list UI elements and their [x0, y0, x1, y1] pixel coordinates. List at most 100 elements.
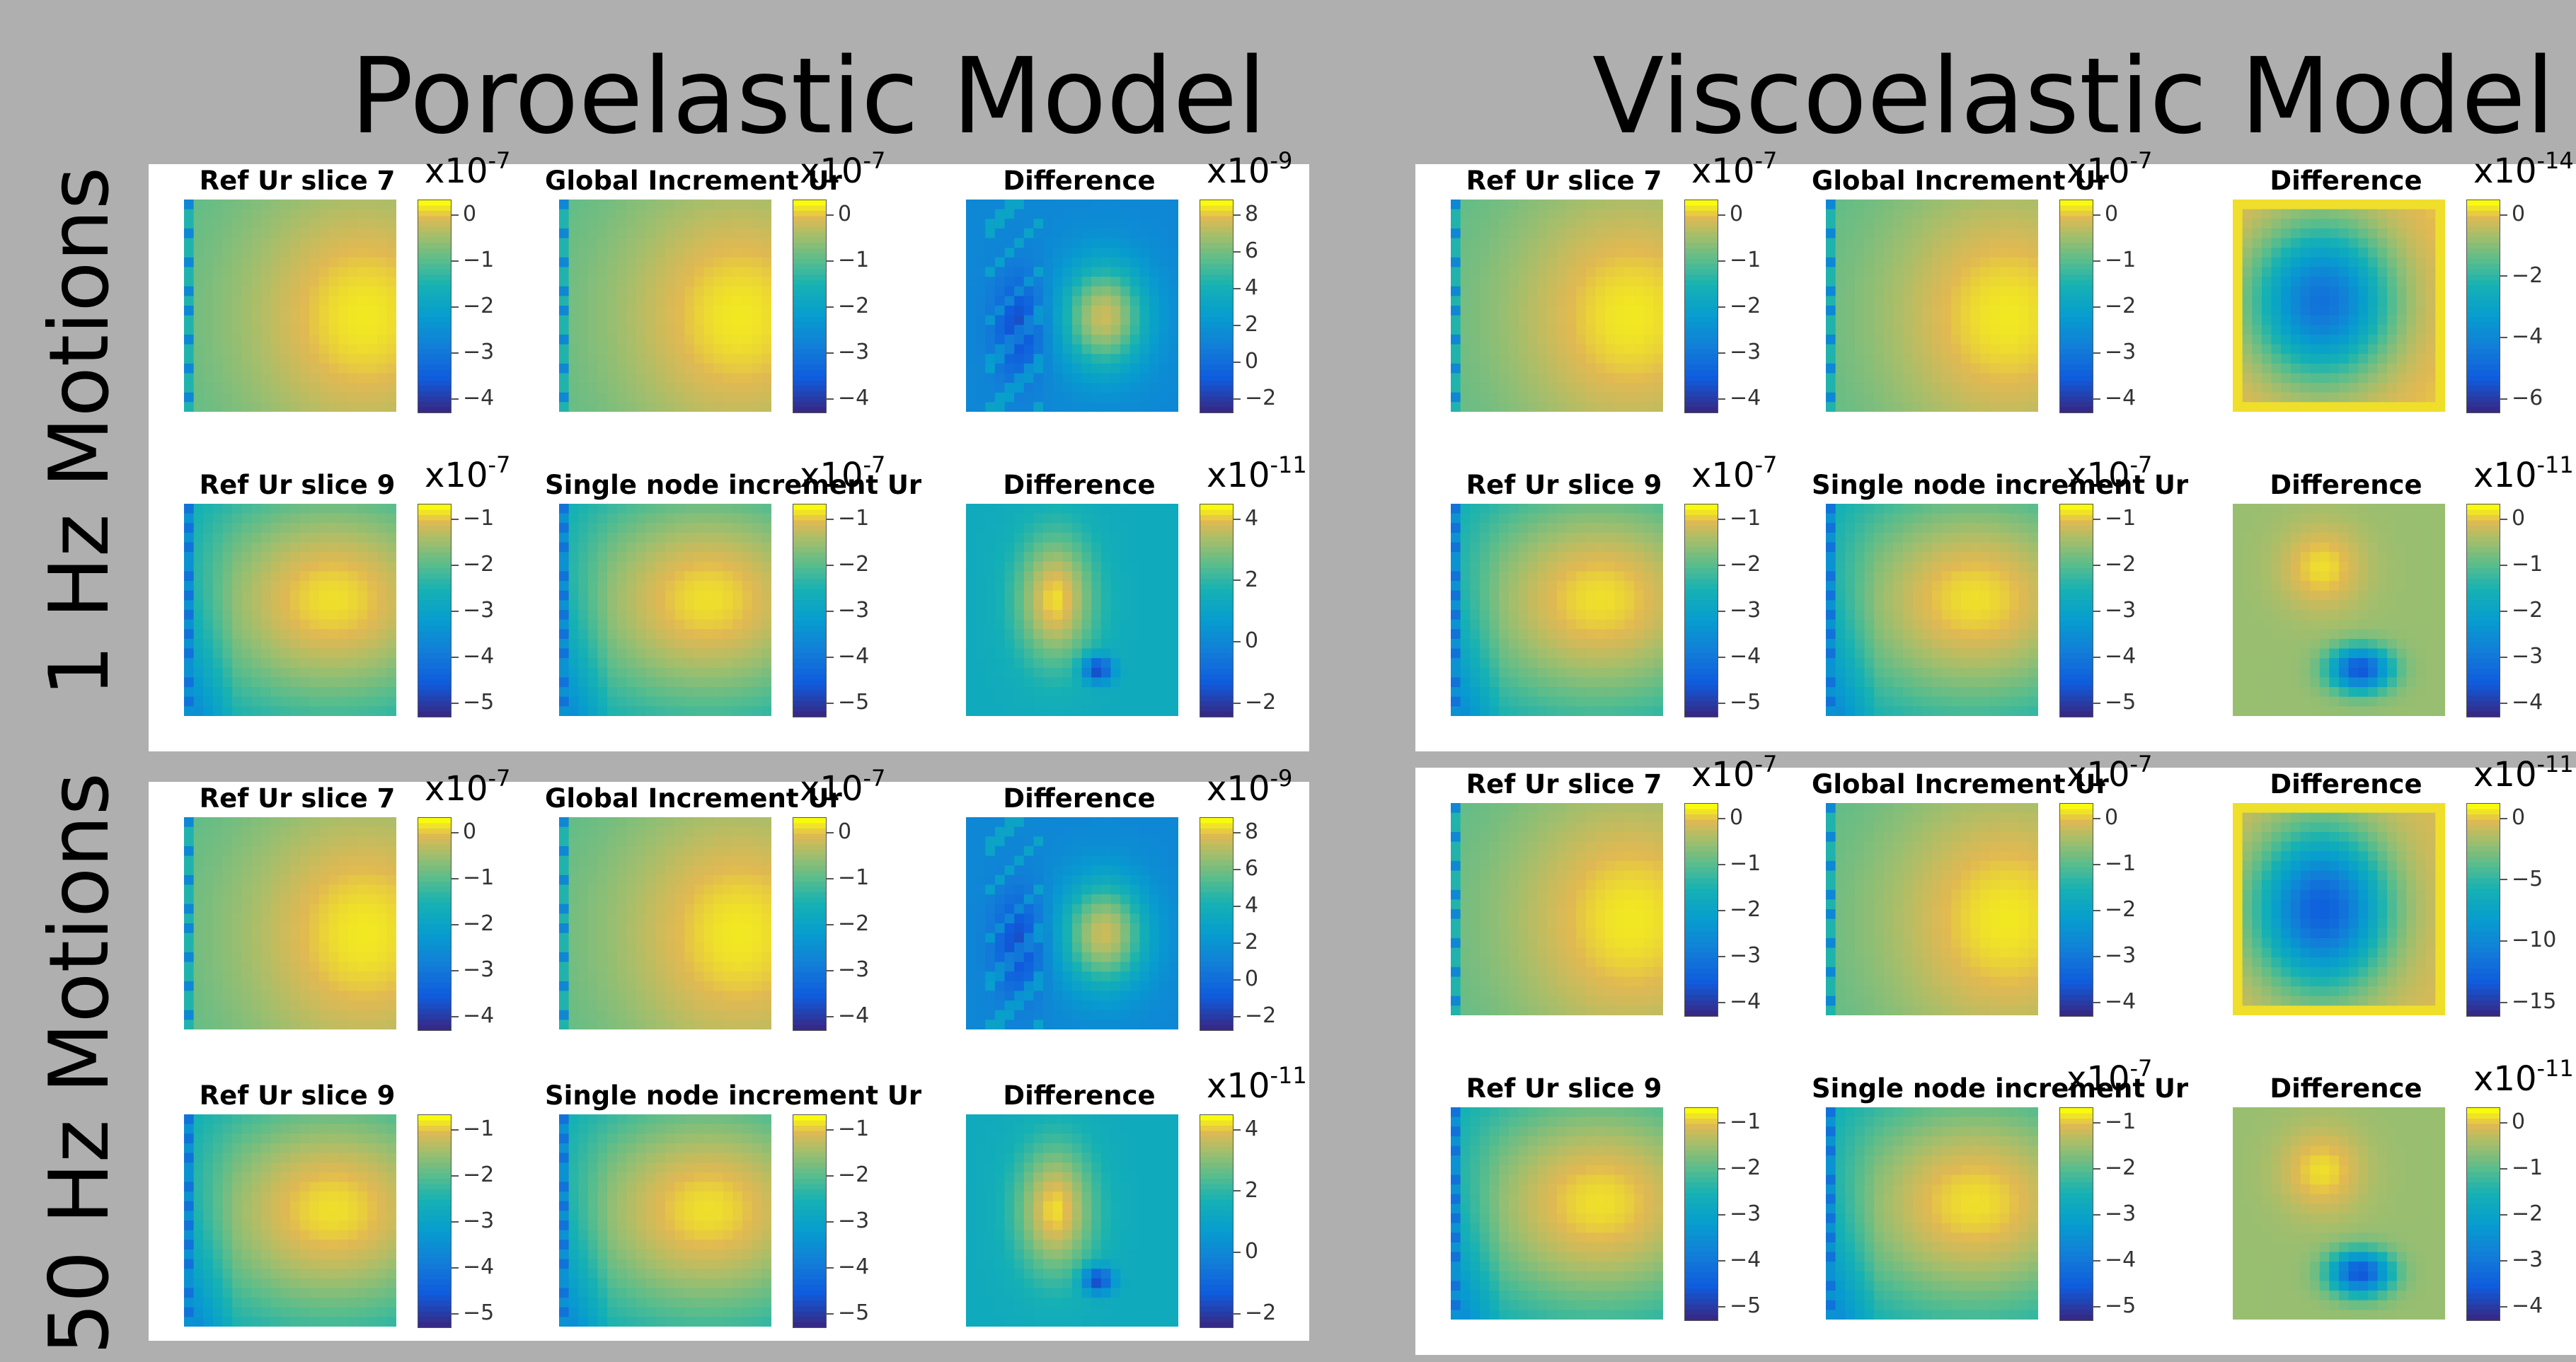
- heatmap-cell: [299, 542, 310, 553]
- heatmap-cell: [742, 561, 753, 572]
- heatmap-cell: [761, 894, 772, 905]
- heatmap-cell: [1139, 277, 1150, 287]
- heatmap-cell: [270, 923, 281, 934]
- colorbar-band: [1200, 950, 1233, 957]
- heatmap-cell: [309, 325, 320, 335]
- heatmap-cell: [742, 962, 753, 972]
- heatmap-cell: [732, 875, 743, 886]
- heatmap-cell: [626, 238, 637, 248]
- heatmap-cell: [1100, 542, 1112, 553]
- colorbar-band: [1200, 258, 1233, 265]
- heatmap-cell: [985, 846, 996, 857]
- heatmap-cell: [309, 619, 320, 630]
- heatmap-cell: [703, 706, 714, 717]
- heatmap-cell: [328, 286, 339, 296]
- heatmap-cell: [713, 238, 724, 248]
- heatmap-cell: [232, 629, 243, 640]
- heatmap-cell: [742, 981, 753, 992]
- heatmap-cell: [1023, 865, 1035, 876]
- heatmap-cell: [1139, 1000, 1150, 1011]
- heatmap-cell: [1072, 1000, 1083, 1011]
- heatmap-cell: [1091, 629, 1102, 640]
- heatmap-cell: [232, 667, 243, 679]
- heatmap-cell: [1100, 981, 1112, 992]
- heatmap-cell: [251, 855, 262, 866]
- heatmap-cell: [1014, 248, 1025, 258]
- heatmap-cell: [568, 1000, 579, 1011]
- heatmap-cell: [203, 402, 214, 412]
- heatmap-cell: [587, 648, 599, 659]
- colorbar-band: [1200, 391, 1233, 398]
- heatmap-cell: [1062, 981, 1073, 992]
- heatmap-cell: [241, 1191, 253, 1202]
- heatmap-cell: [1014, 855, 1025, 866]
- heatmap-cell: [270, 383, 281, 393]
- heatmap-cell: [367, 865, 378, 876]
- heatmap-cell: [645, 981, 656, 992]
- heatmap-cell: [975, 638, 986, 650]
- heatmap-cell: [975, 658, 986, 669]
- heatmap-cell: [222, 855, 233, 866]
- heatmap-cell: [1139, 504, 1150, 514]
- heatmap-cell: [985, 962, 996, 972]
- heatmap-cell: [1052, 542, 1063, 553]
- heatmap-cell: [665, 846, 676, 857]
- heatmap-cell: [994, 658, 1006, 669]
- heatmap-cell: [1110, 619, 1121, 630]
- colorbar-band: [1200, 850, 1233, 856]
- heatmap-cell: [975, 581, 986, 591]
- heatmap-cell: [1072, 658, 1083, 669]
- heatmap-cell: [703, 257, 714, 268]
- heatmap-cell: [241, 1010, 253, 1020]
- heatmap-cell: [761, 354, 772, 364]
- heatmap-cell: [607, 610, 618, 621]
- heatmap-cell: [357, 942, 368, 953]
- heatmap-cell: [1100, 523, 1112, 533]
- heatmap-cell: [568, 542, 579, 553]
- heatmap-cell: [299, 373, 310, 383]
- heatmap-cell: [674, 325, 685, 335]
- heatmap-cell: [251, 513, 262, 524]
- heatmap-cell: [607, 542, 618, 553]
- heatmap-cell: [232, 696, 243, 707]
- heatmap-cell: [1014, 363, 1025, 374]
- heatmap-cell: [212, 1114, 224, 1125]
- heatmap-cell: [1033, 209, 1044, 219]
- heatmap-cell: [559, 325, 570, 335]
- heatmap-cell: [1014, 600, 1025, 611]
- colorbar-tick-label: −2: [451, 911, 495, 936]
- heatmap-cell: [203, 855, 214, 866]
- heatmap-cell: [1129, 238, 1141, 248]
- heatmap-cell: [568, 904, 579, 914]
- heatmap-cell: [684, 277, 695, 287]
- heatmap-cell: [655, 513, 666, 524]
- heatmap-cell: [1168, 904, 1179, 914]
- heatmap-cell: [1062, 942, 1073, 953]
- colorbar-band: [793, 1014, 826, 1020]
- heatmap-cell: [655, 971, 666, 982]
- heatmap-cell: [1072, 306, 1083, 316]
- heatmap-cell: [376, 923, 387, 934]
- heatmap-cell: [975, 354, 986, 364]
- heatmap-cell: [761, 513, 772, 524]
- heatmap-cell: [587, 363, 599, 374]
- heatmap-cell: [578, 402, 589, 412]
- heatmap-cell: [251, 228, 262, 239]
- heatmap-cell: [1091, 267, 1102, 277]
- heatmap-cell: [251, 952, 262, 963]
- heatmap-cell: [261, 504, 272, 514]
- heatmap-cell: [1004, 855, 1015, 866]
- heatmap-cell: [357, 248, 368, 258]
- heatmap-cell: [559, 334, 570, 345]
- heatmap-svg: [966, 817, 1179, 1030]
- heatmap-cell: [241, 1249, 253, 1260]
- heatmap-cell: [280, 267, 291, 277]
- heatmap-cell: [1023, 402, 1035, 412]
- heatmap-cell: [761, 334, 772, 345]
- heatmap-cell: [616, 571, 628, 582]
- heatmap-cell: [309, 344, 320, 354]
- heatmap-cell: [1081, 383, 1092, 393]
- heatmap-cell: [752, 200, 762, 210]
- heatmap-cell: [367, 402, 378, 412]
- heatmap-cell: [985, 542, 996, 553]
